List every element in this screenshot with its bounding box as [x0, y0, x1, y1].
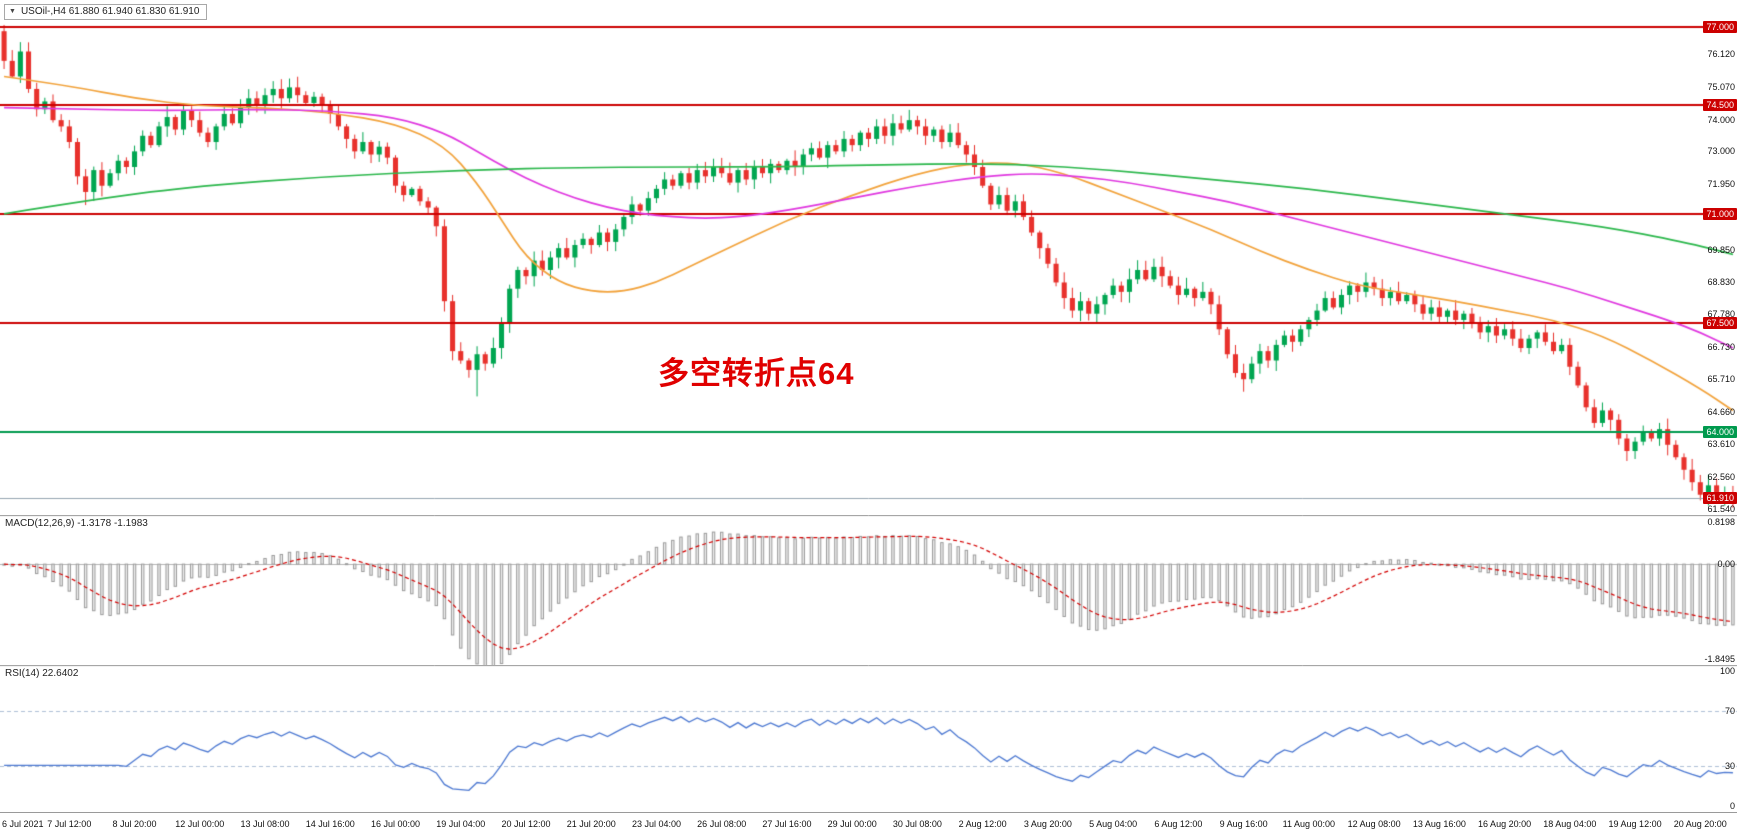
time-axis-label: 29 Jul 00:00	[827, 819, 877, 829]
time-axis-label: 11 Aug 00:00	[1282, 819, 1336, 829]
time-axis-label: 12 Aug 08:00	[1347, 819, 1401, 829]
time-axis-label: 2 Aug 12:00	[958, 819, 1007, 829]
price-axis-label: 65.710	[1707, 373, 1735, 384]
price-axis-label: 68.830	[1707, 276, 1735, 287]
time-axis-label: 13 Jul 08:00	[240, 819, 290, 829]
macd-indicator-label: MACD(12,26,9) -1.3178 -1.1983	[5, 518, 148, 529]
time-axis-label: 19 Jul 04:00	[436, 819, 486, 829]
time-axis-label: 3 Aug 20:00	[1023, 819, 1072, 829]
macd-canvas[interactable]	[0, 515, 1737, 665]
level-price-tag: 67.500	[1703, 317, 1737, 330]
price-axis-label: 66.730	[1707, 342, 1735, 353]
time-axis-label: 26 Jul 08:00	[697, 819, 747, 829]
level-price-tag: 77.000	[1703, 20, 1737, 33]
price-axis-label: 74.000	[1707, 115, 1735, 126]
current-price-tag: 61.910	[1703, 491, 1737, 504]
time-axis-label: 6 Jul 2021	[2, 819, 44, 829]
price-axis-label: 64.660	[1707, 406, 1735, 417]
time-axis[interactable]: 6 Jul 2021 7 Jul 12:00 8 Jul 20:00 12 Jul 0…	[0, 812, 1737, 838]
rsi-axis-label: 70	[1724, 705, 1735, 716]
time-axis-label: 27 Jul 16:00	[762, 819, 812, 829]
price-axis-label: 61.540	[1707, 504, 1735, 515]
time-axis-label: 21 Jul 20:00	[566, 819, 616, 829]
time-axis-label: 30 Jul 08:00	[892, 819, 942, 829]
rsi-axis-label: 0	[1729, 801, 1735, 811]
time-axis-label: 20 Aug 20:00	[1673, 819, 1727, 829]
price-axis-label: 67.780	[1707, 309, 1735, 320]
price-axis-label: 75.070	[1707, 81, 1735, 92]
time-axis-label: 18 Aug 04:00	[1543, 819, 1597, 829]
time-axis-label: 8 Jul 20:00	[112, 819, 157, 829]
chart-ohlc-readout: USOil-,H4 61.880 61.940 61.830 61.910	[20, 6, 200, 17]
price-axis-label: 73.000	[1707, 146, 1735, 157]
time-axis-label: 23 Jul 04:00	[631, 819, 681, 829]
price-axis-label: 71.950	[1707, 179, 1735, 190]
time-axis-label: 5 Aug 04:00	[1089, 819, 1138, 829]
time-axis-label: 6 Aug 12:00	[1154, 819, 1203, 829]
rsi-canvas[interactable]	[0, 665, 1737, 812]
rsi-panel: RSI(14) 22.6402 100 70 30 0	[0, 665, 1737, 812]
macd-axis-label: 0.8198	[1707, 516, 1735, 527]
symbol-chip: ▼ USOil-,H4 61.880 61.940 61.830 61.910	[4, 4, 208, 20]
rsi-indicator-label: RSI(14) 22.6402	[5, 668, 79, 679]
time-axis-label: 19 Aug 12:00	[1608, 819, 1662, 829]
level-price-tag: 71.000	[1703, 207, 1737, 220]
time-axis-label: 16 Jul 00:00	[370, 819, 421, 829]
chart-text-annotation[interactable]: 多空转折点64	[658, 356, 855, 391]
price-axis-label: 63.610	[1707, 439, 1735, 450]
level-price-tag: 64.000	[1703, 426, 1737, 439]
price-axis-label: 76.120	[1707, 48, 1735, 59]
time-axis-label: 16 Aug 20:00	[1478, 819, 1532, 829]
time-axis-label: 12 Jul 00:00	[175, 819, 225, 829]
time-axis-label: 13 Aug 16:00	[1412, 819, 1466, 829]
time-axis-label: 9 Aug 16:00	[1219, 819, 1268, 829]
rsi-axis-label: 30	[1724, 761, 1735, 772]
time-axis-label: 20 Jul 12:00	[501, 819, 551, 829]
candlestick-canvas[interactable]	[0, 0, 1737, 515]
rsi-axis-label: 100	[1719, 666, 1735, 676]
level-price-tag: 74.500	[1703, 98, 1737, 111]
main-chart-panel: ▼ USOil-,H4 61.880 61.940 61.830 61.910 …	[0, 0, 1737, 515]
symbol-dropdown-button[interactable]: ▼	[9, 8, 16, 15]
time-axis-label: 7 Jul 12:00	[47, 819, 92, 829]
macd-axis-label: -1.8495	[1704, 654, 1735, 664]
price-axis-label: 62.560	[1707, 472, 1735, 483]
macd-axis-label: 0.00	[1717, 559, 1735, 570]
macd-panel: MACD(12,26,9) -1.3178 -1.1983 0.8198 0.00…	[0, 515, 1737, 665]
price-axis-label: 69.850	[1707, 244, 1735, 255]
time-axis-label: 14 Jul 16:00	[305, 819, 355, 829]
